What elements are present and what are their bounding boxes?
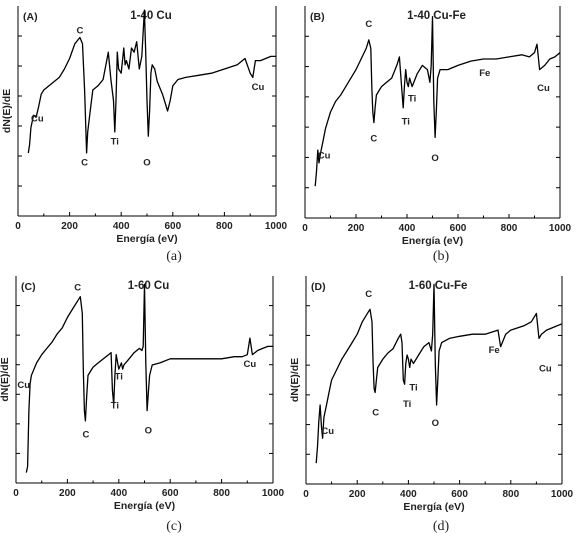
- peak-annotation-c: C: [370, 134, 377, 145]
- spectrum-trace: [315, 283, 563, 464]
- peak-annotation-cu: Cu: [244, 359, 257, 370]
- peak-annotation-o: O: [431, 153, 438, 164]
- peak-annotation-c: C: [372, 407, 379, 418]
- x-tick-label: 1000: [549, 223, 572, 234]
- x-tick-label: 600: [162, 488, 179, 499]
- peak-annotation-c: C: [76, 25, 83, 36]
- panel-tag: (C): [21, 281, 36, 293]
- peak-annotation-cu: Cu: [17, 380, 30, 391]
- x-tick-label: 0: [13, 488, 19, 499]
- x-tick-label: 800: [502, 489, 519, 500]
- peak-annotation-fe: Fe: [479, 68, 490, 79]
- x-tick-label: 800: [213, 488, 230, 499]
- panel-title: 1-60 Cu: [128, 280, 170, 292]
- panel-tag: (A): [23, 11, 38, 23]
- x-tick-label: 200: [349, 489, 366, 500]
- panel-title: 1-60 Cu-Fe: [409, 280, 468, 292]
- x-tick-label: 200: [61, 221, 78, 232]
- peak-annotation-c: C: [365, 19, 372, 30]
- spectrum-trace: [27, 9, 276, 154]
- panel-tag: (D): [311, 281, 326, 293]
- spectrum-trace: [25, 283, 273, 473]
- x-tick-label: 600: [164, 221, 181, 232]
- x-axis-label: Energía (eV): [402, 235, 463, 247]
- panel-caption: (a): [166, 249, 182, 264]
- x-tick-label: 800: [501, 223, 518, 234]
- spectrum-panel-2: 0 200 400 600 800 1000 Energía (eV) (B) 1-40 Cu-…: [302, 6, 572, 264]
- x-tick-label: 200: [348, 223, 365, 234]
- x-tick-label: 600: [451, 489, 468, 500]
- peak-annotation-ti: Ti: [115, 372, 123, 383]
- panel-caption: (b): [433, 249, 450, 264]
- peak-annotation-c: C: [81, 158, 88, 169]
- x-tick-label: 600: [450, 223, 467, 234]
- panel-title: 1-40 Cu-Fe: [407, 10, 466, 22]
- spectrum-panel-4: 0 200 400 600 800 1000 Energía (eV) dN(E)/dE (D)…: [289, 276, 574, 534]
- x-tick-label: 1000: [262, 488, 285, 499]
- x-tick-label: 0: [303, 489, 309, 500]
- peak-annotation-cu: Cu: [539, 364, 552, 375]
- peak-annotation-cu: Cu: [321, 426, 334, 437]
- x-tick-label: 400: [399, 223, 416, 234]
- peak-annotation-ti: Ti: [402, 117, 410, 128]
- peak-annotation-ti: Ti: [408, 93, 416, 104]
- peak-annotation-c: C: [74, 282, 81, 293]
- x-axis-label: Energía (eV): [116, 233, 177, 245]
- panel-tag: (B): [310, 11, 325, 23]
- panel-title: 1-40 Cu: [130, 10, 172, 22]
- x-tick-label: 400: [110, 488, 127, 499]
- spectrum-trace: [314, 15, 561, 187]
- peak-annotation-fe: Fe: [489, 345, 500, 356]
- peak-annotation-ti: Ti: [111, 137, 119, 148]
- x-tick-label: 800: [216, 221, 233, 232]
- peak-annotation-cu: Cu: [318, 151, 331, 162]
- x-axis-label: Energía (eV): [403, 501, 464, 513]
- x-tick-label: 1000: [551, 489, 574, 500]
- peak-annotation-o: O: [432, 418, 439, 429]
- y-axis-label: dN(E)/dE: [289, 358, 301, 402]
- panel-caption: (c): [166, 519, 182, 534]
- x-tick-label: 400: [400, 489, 417, 500]
- spectrum-panel-1: 0 200 400 600 800 1000 Energía (eV) dN(E)/dE (A)…: [1, 6, 288, 264]
- peak-annotation-cu: Cu: [252, 82, 265, 93]
- x-tick-label: 1000: [265, 221, 288, 232]
- peak-annotation-ti: Ti: [403, 399, 411, 410]
- peak-annotation-ti: Ti: [111, 400, 119, 411]
- x-tick-label: 0: [15, 221, 21, 232]
- peak-annotation-c: C: [365, 289, 372, 300]
- x-tick-label: 200: [59, 488, 76, 499]
- peak-annotation-ti: Ti: [409, 382, 417, 393]
- peak-annotation-o: O: [145, 425, 152, 436]
- peak-annotation-o: O: [143, 158, 150, 169]
- x-tick-label: 400: [113, 221, 130, 232]
- x-tick-label: 0: [302, 223, 308, 234]
- spectrum-panel-3: 0 200 400 600 800 1000 Energía (eV) dN(E)/dE (C)…: [0, 276, 285, 534]
- y-axis-label: dN(E)/dE: [1, 89, 13, 133]
- peak-annotation-cu: Cu: [537, 83, 550, 94]
- panel-caption: (d): [433, 519, 450, 534]
- peak-annotation-cu: Cu: [31, 114, 44, 125]
- peak-annotation-c: C: [82, 429, 89, 440]
- x-axis-label: Energía (eV): [114, 500, 175, 512]
- y-axis-label: dN(E)/dE: [0, 357, 11, 401]
